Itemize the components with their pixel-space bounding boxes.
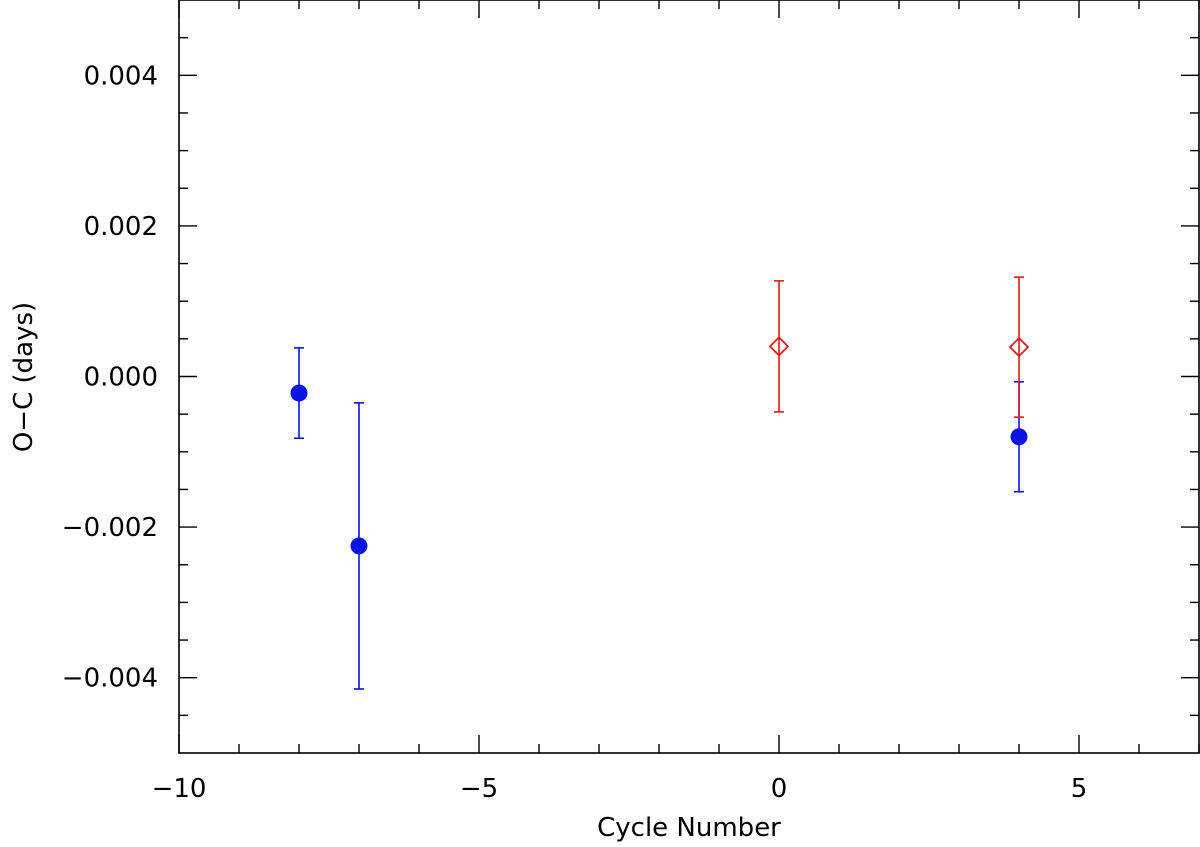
tick-labels: −10 −5 0 5 −0.004 −0.002 0.000 0.002 0.004 bbox=[62, 61, 1087, 804]
x-tick-label: 0 bbox=[771, 774, 788, 804]
plot-frame bbox=[178, 0, 1200, 754]
y-tick-label: 0.004 bbox=[84, 61, 158, 91]
y-tick-label: 0.002 bbox=[84, 212, 158, 242]
x-tick-label: −10 bbox=[152, 774, 207, 804]
x-tick-label: −5 bbox=[460, 774, 498, 804]
y-tick-label: −0.002 bbox=[62, 513, 158, 543]
data-point bbox=[1008, 336, 1030, 358]
y-tick-label: 0.000 bbox=[84, 363, 158, 393]
data-marks bbox=[290, 276, 1030, 690]
y-tick-label: −0.004 bbox=[62, 664, 158, 694]
data-series bbox=[290, 347, 1028, 690]
data-point bbox=[768, 336, 790, 357]
y-axis-title: O−C (days) bbox=[9, 302, 39, 452]
axis-ticks bbox=[178, 0, 1200, 753]
x-tick-label: 5 bbox=[1071, 774, 1088, 804]
data-point bbox=[350, 537, 368, 555]
data-point bbox=[1010, 428, 1028, 446]
data-series bbox=[768, 276, 1030, 418]
data-point bbox=[290, 384, 308, 402]
x-axis-title: Cycle Number bbox=[597, 813, 781, 843]
